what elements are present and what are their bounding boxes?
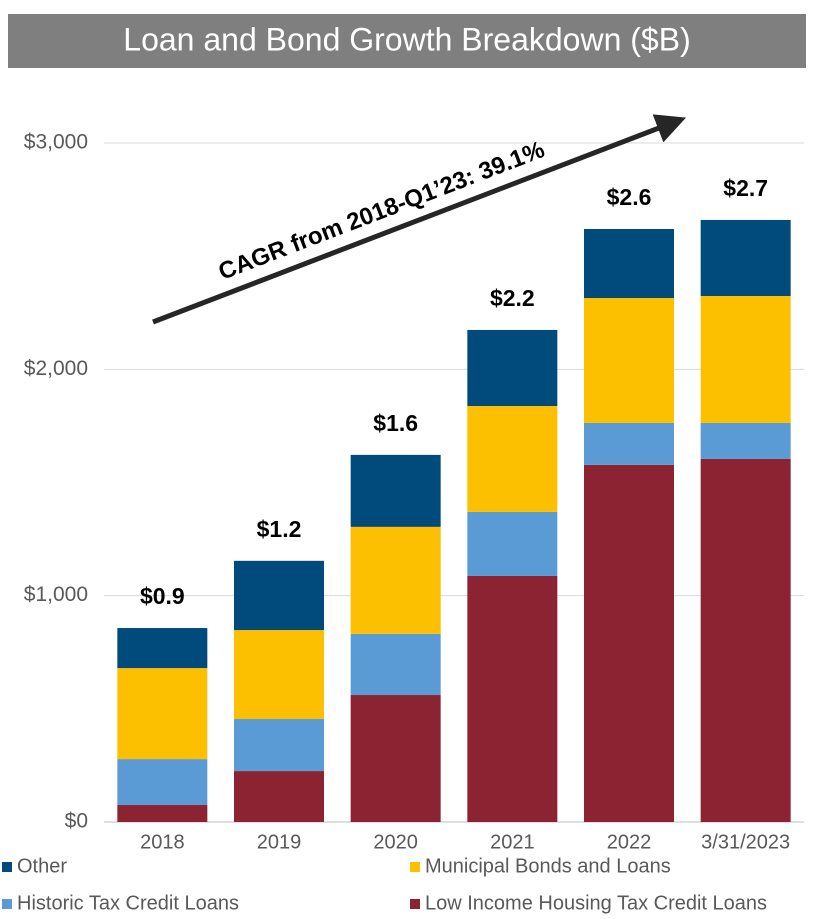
legend-swatch	[2, 899, 12, 909]
total-label: $1.2	[257, 516, 302, 542]
legend-label: Other	[17, 855, 67, 877]
legend-swatch	[2, 862, 12, 872]
bar-segment	[700, 219, 791, 297]
bar-segment	[700, 296, 791, 423]
bar-segment	[234, 719, 324, 772]
total-label: $2.7	[723, 175, 768, 201]
bar-segment	[117, 759, 208, 806]
x-tick-label: 2022	[607, 831, 652, 853]
chart-title: Loan and Bond Growth Breakdown ($B)	[123, 21, 690, 57]
bar-segment	[117, 668, 208, 760]
bar-segment	[350, 526, 441, 634]
annotation: CAGR from 2018-Q1’23: 39.1%	[215, 136, 548, 285]
bar-segment	[700, 458, 791, 822]
bar-segment	[467, 511, 558, 576]
y-tick-label: $2,000	[24, 357, 88, 380]
bar-segment	[350, 695, 441, 822]
x-tick-label: 2021	[490, 831, 535, 853]
bar-segment	[350, 633, 441, 696]
bar-segment	[584, 464, 674, 822]
legend-label: Municipal Bonds and Loans	[425, 855, 671, 877]
title-bar	[8, 14, 806, 68]
x-tick-label: 2019	[257, 831, 302, 853]
total-label: $2.2	[490, 285, 535, 311]
y-tick-label: $3,000	[24, 131, 88, 154]
bar-segment	[117, 805, 208, 822]
legend-label: Low Income Housing Tax Credit Loans	[425, 892, 767, 914]
bar-segment	[117, 628, 208, 669]
bar-segment	[350, 454, 441, 527]
bar-segment	[234, 630, 324, 720]
total-label: $0.9	[140, 583, 185, 609]
bar-segment	[467, 329, 558, 406]
y-tick-label: $1,000	[24, 583, 88, 606]
bar-segment	[584, 422, 674, 465]
x-tick-label: 2020	[373, 831, 418, 853]
bar-segment	[467, 575, 558, 822]
x-tick-label: 2018	[140, 831, 185, 853]
total-label: $1.6	[373, 410, 418, 436]
y-tick-label: $0	[65, 810, 88, 833]
legend-swatch	[410, 899, 420, 909]
bar-segment	[584, 298, 674, 423]
annotation-arrow	[152, 114, 687, 325]
total-label: $2.6	[607, 184, 652, 210]
bar-segment	[700, 422, 791, 459]
bar-segment	[234, 771, 324, 822]
bar-segment	[584, 229, 674, 299]
bar-segment	[234, 560, 324, 631]
legend-label: Historic Tax Credit Loans	[17, 892, 239, 914]
x-tick-label: 3/31/2023	[701, 831, 790, 853]
bar-segment	[467, 405, 558, 512]
legend-swatch	[410, 862, 420, 872]
